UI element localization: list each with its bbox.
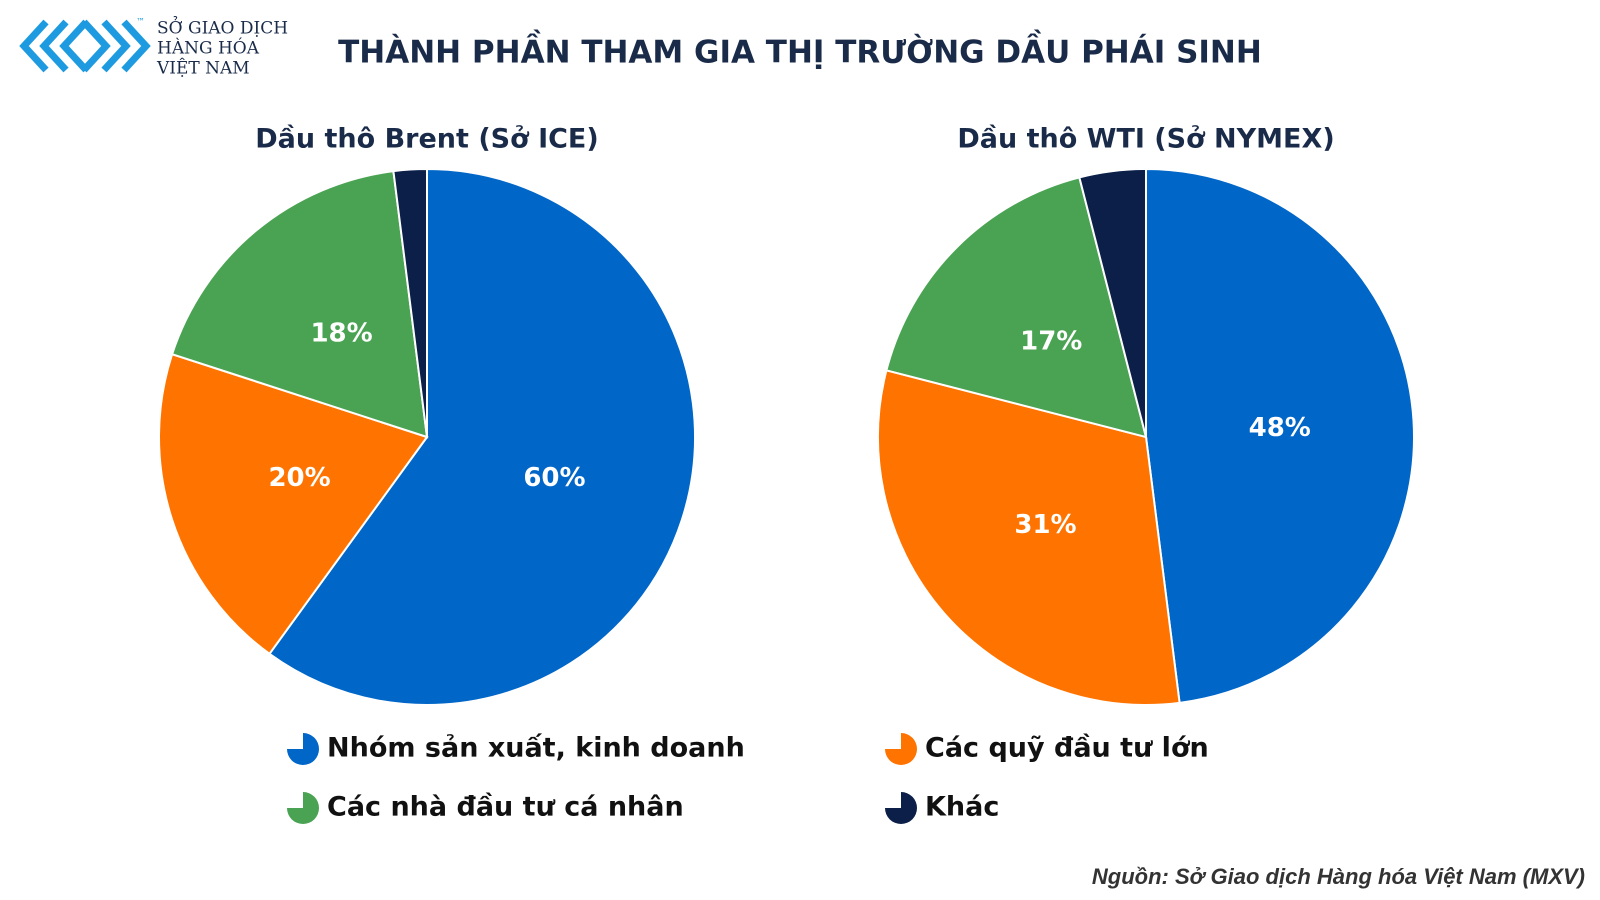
data-label: 17% [1020,327,1082,357]
data-label: 18% [310,318,372,348]
legend-swatch [287,733,319,765]
logo-mark [19,19,151,73]
pie-slice [170,169,429,439]
legend-label: Nhóm sản xuất, kinh doanh [327,733,745,764]
logo-text: HÀNG HÓA [157,38,260,59]
pie-slice [268,167,696,706]
pie-slice [1078,167,1147,438]
legend-swatch [885,733,917,765]
legend-label: Các nhà đầu tư cá nhân [327,792,684,823]
legend-swatch [287,792,319,824]
pie-slice [158,352,429,656]
chart-title: Dầu thô Brent (Sở ICE) [255,124,598,155]
page-title: THÀNH PHẦN THAM GIA THỊ TRƯỜNG DẦU PHÁI … [338,31,1262,71]
data-label: 20% [268,463,330,493]
data-label: 31% [1014,510,1076,540]
pie-slice [1145,167,1415,705]
pie-slice [885,176,1148,439]
data-label: 48% [1249,413,1311,443]
logo-text: VIỆT NAM [156,59,250,79]
pie-slice [877,369,1181,706]
source-note: Nguồn: Sở Giao dịch Hàng hóa Việt Nam (M… [1092,864,1585,889]
legend-label: Khác [925,792,999,823]
data-label: 60% [523,463,585,493]
logo-text: SỞ GIAO DỊCH [157,16,288,39]
legend-swatch [885,792,917,824]
logo-trademark: ™ [136,18,145,28]
chart-title: Dầu thô WTI (Sở NYMEX) [957,124,1334,155]
legend-label: Các quỹ đầu tư lớn [925,733,1209,764]
pie-slice [392,167,428,438]
